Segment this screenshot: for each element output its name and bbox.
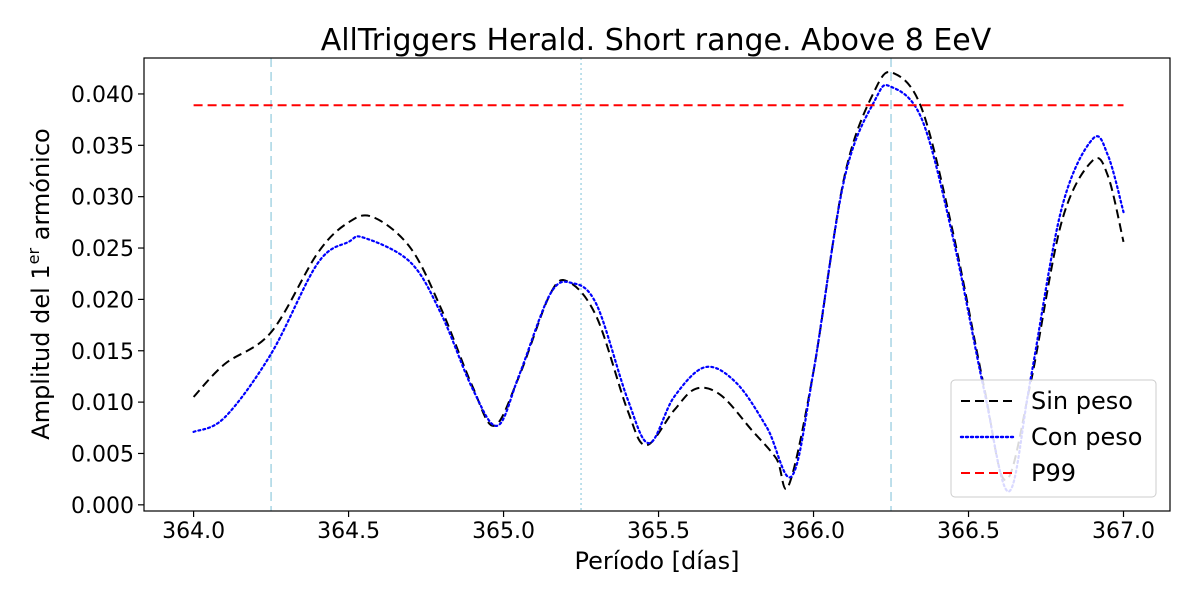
- x-tick-label: 365.5: [627, 519, 690, 544]
- y-axis-label-main: Amplitud del 1: [27, 264, 55, 439]
- y-axis-label-superscript: er: [24, 247, 43, 264]
- x-axis: 364.0 364.5 365.0 365.5 366.0 366.5 367.0: [162, 511, 1155, 544]
- y-tick-label: 0.015: [71, 340, 134, 365]
- x-tick-label: 366.5: [937, 519, 1000, 544]
- legend: Sin peso Con peso P99: [950, 379, 1157, 498]
- x-tick-label: 365.0: [472, 519, 535, 544]
- y-tick-label: 0.020: [71, 288, 134, 313]
- x-tick-label: 364.0: [162, 519, 225, 544]
- x-axis-label: Período [días]: [575, 547, 740, 575]
- x-tick-label: 367.0: [1092, 519, 1155, 544]
- y-axis: 0.000 0.005 0.010 0.015 0.020 0.025 0.030 0.035…: [71, 83, 144, 519]
- legend-label-sin-peso: Sin peso: [1031, 387, 1133, 415]
- y-tick-label: 0.000: [71, 494, 134, 519]
- y-tick-label: 0.010: [71, 391, 134, 416]
- y-axis-label: Amplitud del 1er armónico: [24, 128, 55, 439]
- legend-label-p99: P99: [1031, 459, 1076, 487]
- x-tick-label: 364.5: [317, 519, 380, 544]
- chart-title: AllTriggers Herald. Short range. Above 8…: [321, 23, 992, 58]
- y-tick-label: 0.035: [71, 134, 134, 159]
- y-tick-label: 0.025: [71, 237, 134, 262]
- legend-label-con-peso: Con peso: [1031, 423, 1142, 451]
- y-tick-label: 0.040: [71, 83, 134, 108]
- x-tick-label: 366.0: [782, 519, 845, 544]
- plot-frame: [143, 57, 1171, 512]
- y-tick-label: 0.005: [71, 442, 134, 467]
- y-tick-label: 0.030: [71, 186, 134, 211]
- legend-box: [950, 379, 1157, 498]
- y-axis-label-rest: armónico: [27, 128, 55, 248]
